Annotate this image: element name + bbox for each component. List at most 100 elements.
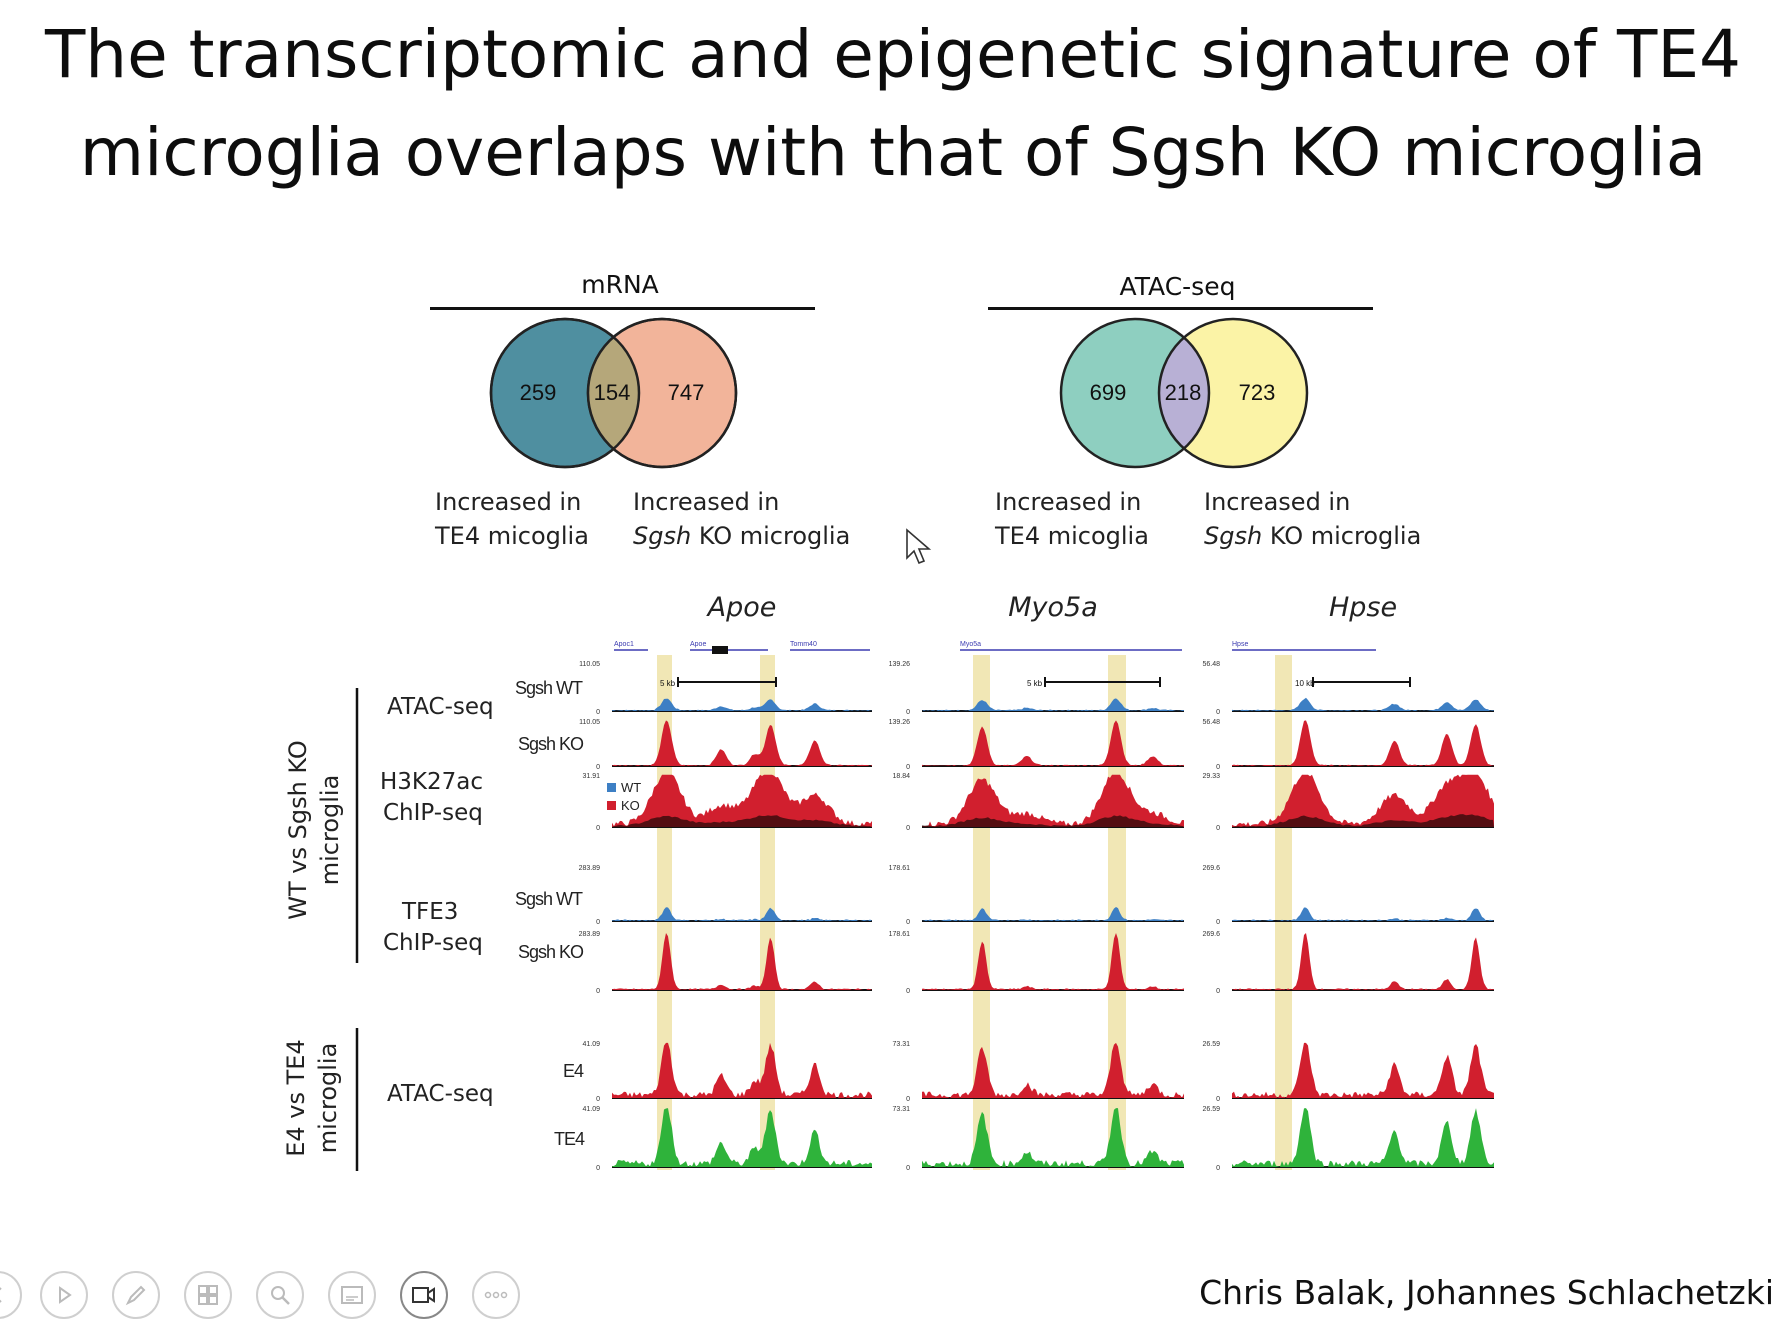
signal-track-overlay — [922, 815, 1184, 827]
venn-divider-atac — [988, 307, 1373, 310]
track-scale-zero: 0 — [906, 825, 910, 832]
track-scale-zero: 0 — [906, 1165, 910, 1172]
track-scale-zero: 0 — [1216, 1165, 1220, 1172]
gene-title-hpse: Hpse — [1329, 592, 1397, 623]
track-scale-zero: 0 — [1216, 825, 1220, 832]
signal-track — [612, 1042, 872, 1098]
track-scale-max: 41.09 — [582, 1106, 600, 1113]
gene-model-name: Tomm40 — [790, 641, 817, 648]
track-scale-max: 56.48 — [1202, 661, 1220, 668]
venn-value-left: 699 — [1090, 380, 1127, 405]
prev-icon[interactable] — [0, 1271, 22, 1319]
assay-label-h3k27ac_line1: H3K27ac — [380, 769, 483, 795]
venn-diagram-mrna: 259 154 747 — [489, 317, 738, 469]
venn-value-right: 747 — [668, 380, 705, 405]
track-scale-zero: 0 — [596, 764, 600, 771]
play-icon[interactable] — [40, 1271, 88, 1319]
zoom-icon[interactable] — [256, 1271, 304, 1319]
signal-track — [1232, 774, 1494, 827]
scale-bar-label: 5 kb — [660, 679, 676, 688]
legend-swatch-ko — [607, 801, 616, 810]
track-scale-max: 139.26 — [889, 719, 911, 726]
track-scale-max: 178.61 — [889, 931, 911, 938]
signal-track — [612, 720, 872, 766]
track-scale-max: 73.31 — [892, 1106, 910, 1113]
track-scale-zero: 0 — [596, 1165, 600, 1172]
legend-label-ko: KO — [621, 798, 640, 813]
track-scale-zero: 0 — [1216, 988, 1220, 995]
track-label-e4: E4 — [563, 1061, 584, 1081]
track-scale-max: 283.89 — [579, 931, 601, 938]
signal-track — [612, 907, 872, 921]
assay-label-tfe3_line2: ChIP-seq — [383, 930, 483, 956]
group-label-2-line2: microglia — [314, 1043, 342, 1154]
slides-icon[interactable] — [184, 1271, 232, 1319]
track-scale-max: 31.91 — [582, 773, 600, 780]
venn-diagram-atac: 699 218 723 — [1059, 317, 1309, 469]
track-label-sgsh_wt_2: Sgsh WT — [515, 889, 583, 909]
track-scale-max: 56.48 — [1202, 719, 1220, 726]
venn-overlap — [588, 319, 639, 467]
scale-bar-label: 10 kb — [1295, 679, 1315, 688]
slide-title-line-1: The transcriptomic and epigenetic signat… — [44, 16, 1742, 93]
venn-label-right-mrna: Increased in Sgsh KO microglia — [633, 488, 851, 550]
signal-track-overlay — [1232, 814, 1494, 827]
track-scale-max: 269.6 — [1202, 931, 1220, 938]
signal-track — [922, 774, 1184, 827]
group-label-1-line2: microglia — [316, 775, 344, 886]
track-scale-zero: 0 — [596, 919, 600, 926]
track-scale-zero: 0 — [906, 919, 910, 926]
gene-model-name: Apoe — [690, 641, 706, 648]
track-scale-zero: 0 — [906, 988, 910, 995]
slide-title-line-2: microglia overlaps with that of Sgsh KO … — [79, 114, 1707, 191]
venn-label-left-mrna: Increased in TE4 micoglia — [435, 488, 589, 550]
legend-label-wt: WT — [621, 780, 641, 795]
venn-value-overlap: 218 — [1165, 380, 1202, 405]
track-scale-zero: 0 — [596, 1096, 600, 1103]
gene-title-myo5a: Myo5a — [1008, 592, 1098, 623]
gene-title-apoe: Apoe — [706, 592, 777, 623]
signal-track — [922, 1108, 1184, 1167]
gene-model-name: Hpse — [1232, 641, 1248, 648]
assay-label-atac2: ATAC-seq — [387, 1081, 494, 1107]
signal-track-overlay — [612, 815, 872, 827]
legend-swatch-wt — [607, 783, 616, 792]
subtitles-icon[interactable] — [328, 1271, 376, 1319]
track-scale-max: 269.6 — [1202, 865, 1220, 872]
track-scale-max: 110.05 — [579, 661, 600, 668]
track-scale-zero: 0 — [1216, 709, 1220, 716]
signal-track — [1232, 720, 1494, 766]
pen-icon[interactable] — [112, 1271, 160, 1319]
track-scale-zero: 0 — [596, 988, 600, 995]
track-scale-zero: 0 — [1216, 1096, 1220, 1103]
track-scale-max: 18.84 — [892, 773, 910, 780]
signal-track — [922, 933, 1184, 990]
track-scale-zero: 0 — [596, 709, 600, 716]
signal-track — [1232, 1042, 1494, 1098]
venn-label-right-atac: Increased in Sgsh KO microglia — [1204, 488, 1422, 550]
assay-label-tfe3_line1: TFE3 — [401, 899, 458, 925]
camera-icon[interactable] — [400, 1271, 448, 1319]
assay-label-h3k27ac_line2: ChIP-seq — [383, 800, 483, 826]
slide-credit: Chris Balak, Johannes Schlachetzki — [1199, 1273, 1774, 1312]
track-label-sgsh_ko_2: Sgsh KO — [518, 942, 584, 962]
track-scale-max: 26.59 — [1202, 1106, 1220, 1113]
venn-label-left-atac: Increased in TE4 micoglia — [995, 488, 1149, 550]
track-scale-zero: 0 — [906, 764, 910, 771]
presentation-toolbar — [0, 1267, 560, 1323]
more-icon[interactable] — [472, 1271, 520, 1319]
track-label-sgsh_wt_1: Sgsh WT — [515, 678, 583, 698]
mouse-cursor-icon — [906, 528, 932, 565]
track-scale-zero: 0 — [1216, 764, 1220, 771]
venn-heading-mrna: mRNA — [581, 270, 659, 299]
signal-track — [1232, 933, 1494, 990]
assay-label-atac1: ATAC-seq — [387, 694, 494, 720]
venn-overlap — [1159, 319, 1209, 467]
venn-value-left: 259 — [520, 380, 557, 405]
venn-value-overlap: 154 — [594, 380, 631, 405]
track-scale-zero: 0 — [906, 709, 910, 716]
track-scale-max: 110.05 — [579, 719, 600, 726]
signal-track — [612, 1108, 872, 1167]
signal-track — [1232, 907, 1494, 921]
